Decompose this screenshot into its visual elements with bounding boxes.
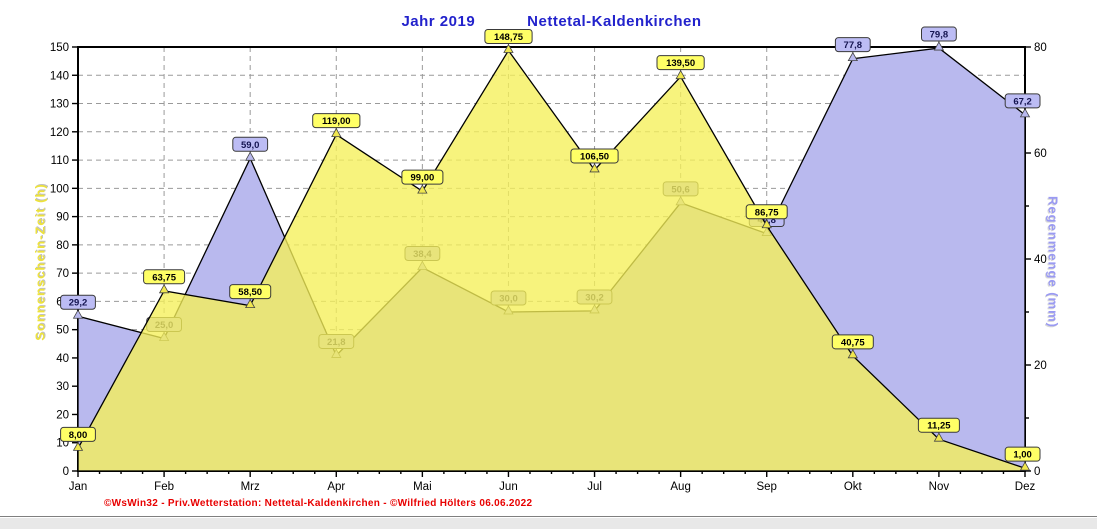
right-axis-ticks: 0 20 40 60 80 bbox=[1025, 42, 1047, 478]
svg-text:100: 100 bbox=[50, 183, 69, 195]
svg-text:29,2: 29,2 bbox=[69, 298, 88, 309]
right-axis-title: Regenmenge (mm) bbox=[1045, 195, 1061, 329]
x-axis-ticks: Jan Feb Mrz Apr Mai Jun Jul Aug Sep Okt Nov Dez bbox=[69, 471, 1036, 493]
svg-text:70: 70 bbox=[56, 268, 69, 280]
svg-text:Apr: Apr bbox=[327, 481, 345, 493]
svg-text:77,8: 77,8 bbox=[844, 40, 863, 51]
svg-text:110: 110 bbox=[51, 155, 69, 167]
svg-text:Feb: Feb bbox=[154, 481, 174, 493]
title-year: Jahr 2019 bbox=[401, 13, 476, 30]
left-axis-ticks: 0102030405060708090100110120130140150 bbox=[50, 42, 78, 478]
svg-text:8,00: 8,00 bbox=[69, 430, 88, 441]
svg-text:11,25: 11,25 bbox=[927, 421, 951, 432]
svg-text:80: 80 bbox=[1034, 42, 1047, 54]
svg-text:50: 50 bbox=[56, 325, 69, 337]
chart-title: Jahr 2019 Nettetal-Kaldenkirchen bbox=[78, 13, 1025, 30]
svg-text:40: 40 bbox=[1034, 254, 1047, 266]
svg-text:Jul: Jul bbox=[587, 481, 602, 493]
svg-text:86,75: 86,75 bbox=[755, 207, 779, 218]
svg-text:59,0: 59,0 bbox=[241, 140, 260, 151]
svg-text:20: 20 bbox=[56, 409, 69, 421]
svg-text:106,50: 106,50 bbox=[580, 151, 609, 162]
window-bottom-edge bbox=[0, 516, 1097, 529]
svg-text:Jan: Jan bbox=[69, 481, 88, 493]
svg-text:67,2: 67,2 bbox=[1013, 96, 1032, 107]
svg-text:63,75: 63,75 bbox=[152, 272, 176, 283]
sunshine-series: 8,00 63,75 58,50 119,00 99,00 148,75 106,50 139… bbox=[60, 29, 1041, 472]
svg-text:119,00: 119,00 bbox=[322, 116, 351, 127]
svg-text:40,75: 40,75 bbox=[841, 337, 865, 348]
svg-text:148,75: 148,75 bbox=[494, 32, 524, 43]
svg-text:0: 0 bbox=[1034, 466, 1040, 478]
chart-canvas: 0102030405060708090100110120130140150020… bbox=[50, 26, 1047, 493]
svg-text:90: 90 bbox=[56, 212, 69, 224]
svg-text:Aug: Aug bbox=[670, 481, 690, 493]
svg-text:130: 130 bbox=[50, 99, 69, 111]
svg-text:58,50: 58,50 bbox=[238, 287, 262, 298]
svg-text:40: 40 bbox=[56, 353, 69, 365]
footer-credit: ©WsWin32 - Priv.Wetterstation: Nettetal-… bbox=[104, 498, 533, 509]
svg-text:20: 20 bbox=[1034, 360, 1047, 372]
svg-text:Nov: Nov bbox=[929, 481, 950, 493]
svg-text:Dez: Dez bbox=[1015, 481, 1036, 493]
svg-text:Jun: Jun bbox=[499, 481, 518, 493]
svg-text:30: 30 bbox=[56, 381, 69, 393]
svg-text:Sep: Sep bbox=[756, 481, 776, 493]
svg-text:Mrz: Mrz bbox=[241, 481, 260, 493]
svg-text:Mai: Mai bbox=[413, 481, 432, 493]
svg-text:60: 60 bbox=[1034, 148, 1047, 160]
svg-text:140: 140 bbox=[50, 70, 69, 82]
svg-text:120: 120 bbox=[50, 127, 69, 139]
title-station: Nettetal-Kaldenkirchen bbox=[527, 13, 702, 30]
svg-text:0: 0 bbox=[63, 466, 69, 478]
svg-text:Okt: Okt bbox=[844, 481, 863, 493]
svg-text:80: 80 bbox=[56, 240, 69, 252]
svg-text:1,00: 1,00 bbox=[1013, 450, 1032, 461]
svg-text:79,8: 79,8 bbox=[930, 30, 949, 41]
svg-text:150: 150 bbox=[50, 42, 69, 54]
svg-text:99,00: 99,00 bbox=[411, 173, 435, 184]
left-axis-title: Sonnenschein-Zeit (h) bbox=[32, 183, 48, 341]
svg-text:139,50: 139,50 bbox=[666, 58, 695, 69]
